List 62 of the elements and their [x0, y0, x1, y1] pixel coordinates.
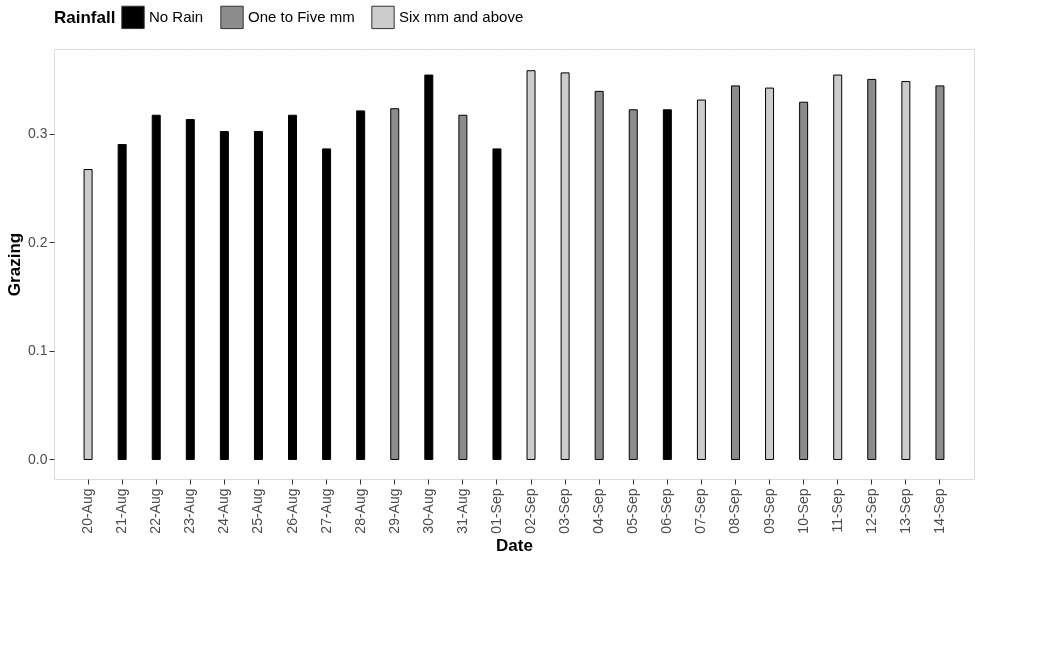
- bar: [696, 99, 706, 460]
- y-tick-label: 0.0: [28, 450, 48, 467]
- bar: [322, 148, 332, 460]
- x-tick-label: 02-Sep: [522, 488, 539, 534]
- x-tick-label: 23-Aug: [181, 488, 198, 534]
- x-tick-label: 08-Sep: [726, 488, 743, 534]
- legend-label: One to Five mm: [248, 8, 355, 26]
- bar: [219, 131, 229, 460]
- x-tick-label: 25-Aug: [249, 488, 266, 534]
- y-axis-title: Grazing: [5, 232, 25, 297]
- bar: [390, 108, 400, 460]
- bar: [458, 114, 468, 460]
- x-tick-label: 13-Sep: [896, 488, 913, 534]
- legend-label: Six mm and above: [399, 8, 524, 26]
- x-tick-label: 11-Sep: [828, 488, 845, 533]
- bar: [526, 70, 536, 460]
- y-tick-label: 0.1: [28, 342, 48, 359]
- bar: [662, 109, 672, 460]
- bar: [833, 74, 843, 460]
- x-tick-label: 21-Aug: [113, 488, 130, 534]
- bar: [799, 101, 809, 460]
- bar: [628, 109, 638, 460]
- legend-label: No Rain: [149, 8, 204, 26]
- y-tick-label: 0.3: [28, 125, 48, 142]
- bar: [288, 114, 298, 460]
- x-tick-label: 04-Sep: [590, 488, 607, 534]
- bar: [185, 119, 195, 460]
- x-tick-label: 12-Sep: [862, 488, 879, 534]
- x-tick-label: 03-Sep: [556, 488, 573, 534]
- bar: [594, 90, 604, 460]
- x-tick-label: 28-Aug: [351, 488, 368, 534]
- x-tick-label: 27-Aug: [317, 488, 334, 534]
- x-tick-label: 14-Sep: [930, 488, 947, 534]
- x-tick-label: 24-Aug: [215, 488, 232, 534]
- y-tick-label: 0.2: [28, 233, 48, 250]
- x-tick-label: 29-Aug: [385, 488, 402, 534]
- bar: [424, 74, 434, 460]
- bar: [356, 110, 366, 460]
- x-tick-label: 26-Aug: [283, 488, 300, 534]
- x-tick-label: 30-Aug: [419, 488, 436, 534]
- x-tick-label: 10-Sep: [794, 488, 811, 534]
- x-tick-label: 07-Sep: [692, 488, 709, 534]
- x-tick-label: 22-Aug: [147, 488, 164, 534]
- x-tick-label: 01-Sep: [487, 488, 504, 534]
- legend-title: Rainfall: [54, 8, 116, 27]
- bar: [730, 85, 740, 460]
- x-tick-label: 09-Sep: [760, 488, 777, 534]
- bar: [117, 144, 127, 460]
- bar: [151, 114, 161, 460]
- bar: [765, 87, 775, 460]
- bar: [492, 148, 502, 460]
- x-tick-label: 20-Aug: [79, 488, 96, 534]
- x-tick-label: 05-Sep: [624, 488, 641, 534]
- bar: [935, 85, 945, 460]
- x-tick-label: 31-Aug: [453, 488, 470, 534]
- bar: [560, 72, 570, 460]
- x-axis-title: Date: [496, 535, 533, 555]
- bar: [253, 131, 263, 460]
- bar: [83, 169, 93, 460]
- bar: [901, 81, 911, 460]
- bar: [867, 78, 877, 460]
- x-tick-label: 06-Sep: [658, 488, 675, 534]
